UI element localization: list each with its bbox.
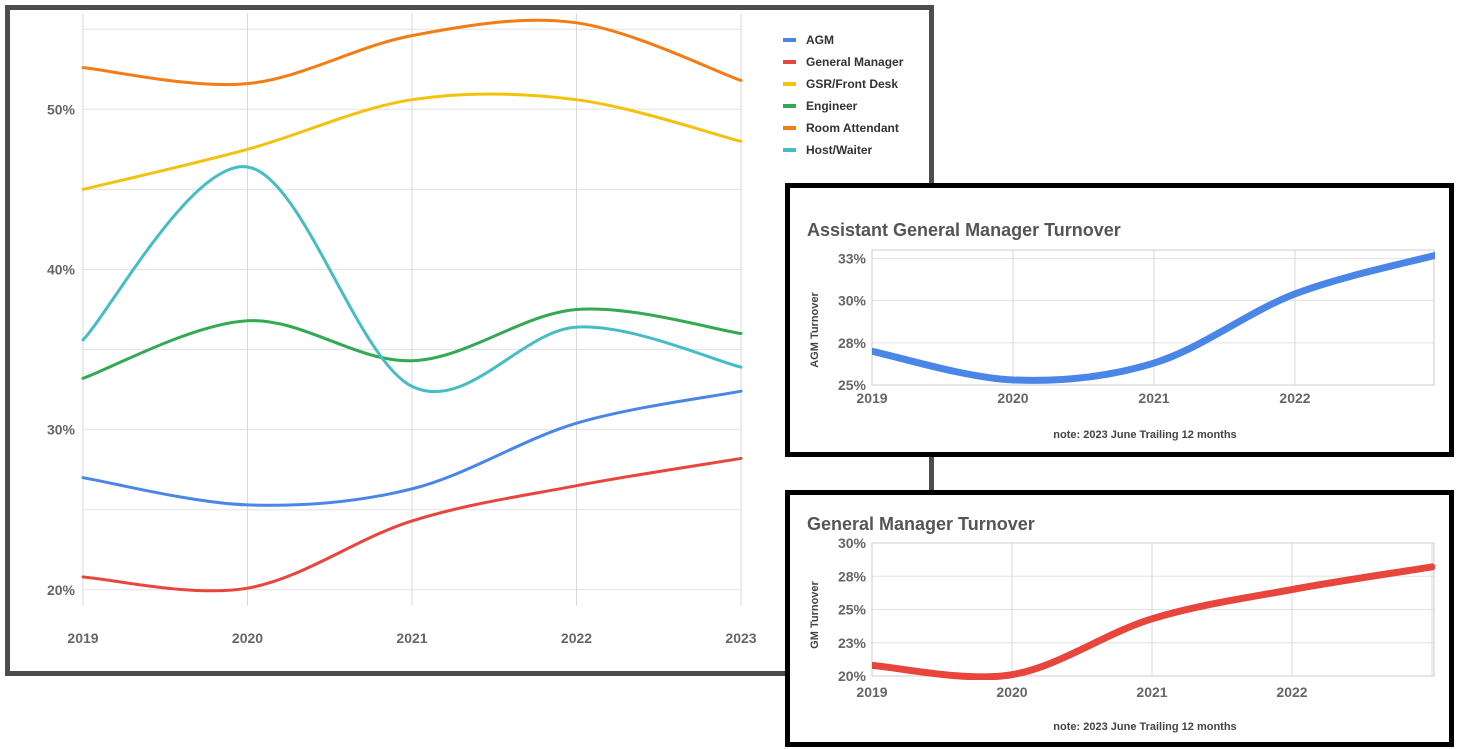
x-tick-label: 2023 <box>725 630 756 646</box>
chart-note: note: 2023 June Trailing 12 months <box>1053 721 1236 733</box>
x-tick-label: 2020 <box>997 390 1028 406</box>
x-tick-label: 2021 <box>396 630 427 646</box>
y-tick-label: 30% <box>47 422 76 438</box>
agm-turnover-chart: Assistant General Manager Turnover AGM Tu… <box>807 220 1435 441</box>
y-tick-label: 20% <box>47 582 76 598</box>
x-tick-label: 2020 <box>996 684 1027 700</box>
y-tick-label: 20% <box>838 668 867 684</box>
gm-turnover-chart: General Manager Turnover GM Turnover 20% 23… <box>807 514 1435 733</box>
plot-area-border <box>871 249 1435 386</box>
legend-swatch <box>783 38 796 42</box>
legend-swatch <box>783 126 796 130</box>
x-tick-label: 2021 <box>1136 684 1167 700</box>
turnover-overview-chart: 20% 30% 40% 50% 2019 2020 2021 2022 2023 AGM Gener… <box>47 13 904 646</box>
plot-area-border <box>871 542 1435 677</box>
y-tick-label: 23% <box>838 635 867 651</box>
legend-label-agm: AGM <box>806 33 834 47</box>
turnover-overview-panel: 20% 30% 40% 50% 2019 2020 2021 2022 2023 AGM Gener… <box>5 5 934 676</box>
legend-label-general-manager: General Manager <box>806 55 904 69</box>
x-tick-label: 2022 <box>1279 390 1310 406</box>
y-axis-label: GM Turnover <box>809 580 821 648</box>
legend-label-host-waiter: Host/Waiter <box>806 143 873 157</box>
legend-swatch <box>783 148 796 152</box>
gm-turnover-panel: General Manager Turnover GM Turnover 20% 23… <box>785 490 1454 747</box>
y-tick-label: 25% <box>838 602 867 618</box>
y-tick-label: 40% <box>47 261 76 277</box>
y-tick-label: 50% <box>47 101 76 117</box>
x-tick-label: 2020 <box>232 630 263 646</box>
y-tick-label: 28% <box>838 335 867 351</box>
x-tick-label: 2019 <box>856 390 887 406</box>
x-tick-label: 2019 <box>67 630 98 646</box>
legend-label-room-attendant: Room Attendant <box>806 121 899 135</box>
x-tick-label: 2019 <box>856 684 887 700</box>
chart-note: note: 2023 June Trailing 12 months <box>1053 429 1236 441</box>
y-axis-label: AGM Turnover <box>809 291 821 367</box>
chart-title: General Manager Turnover <box>807 514 1035 534</box>
legend-label-engineer: Engineer <box>806 99 858 113</box>
legend-swatch <box>783 104 796 108</box>
series-line-host-waiter <box>81 165 743 394</box>
legend-swatch <box>783 82 796 86</box>
agm-turnover-panel: Assistant General Manager Turnover AGM Tu… <box>785 183 1454 457</box>
y-tick-label: 25% <box>838 377 867 393</box>
y-tick-label: 30% <box>838 535 867 551</box>
legend-label-gsr-front-desk: GSR/Front Desk <box>806 77 898 91</box>
y-tick-label: 33% <box>838 250 867 266</box>
y-tick-label: 30% <box>838 293 867 309</box>
x-tick-label: 2021 <box>1138 390 1169 406</box>
legend-swatch <box>783 60 796 64</box>
chart-title: Assistant General Manager Turnover <box>807 220 1121 240</box>
y-tick-label: 28% <box>838 568 867 584</box>
x-tick-label: 2022 <box>1276 684 1307 700</box>
x-tick-label: 2022 <box>561 630 592 646</box>
